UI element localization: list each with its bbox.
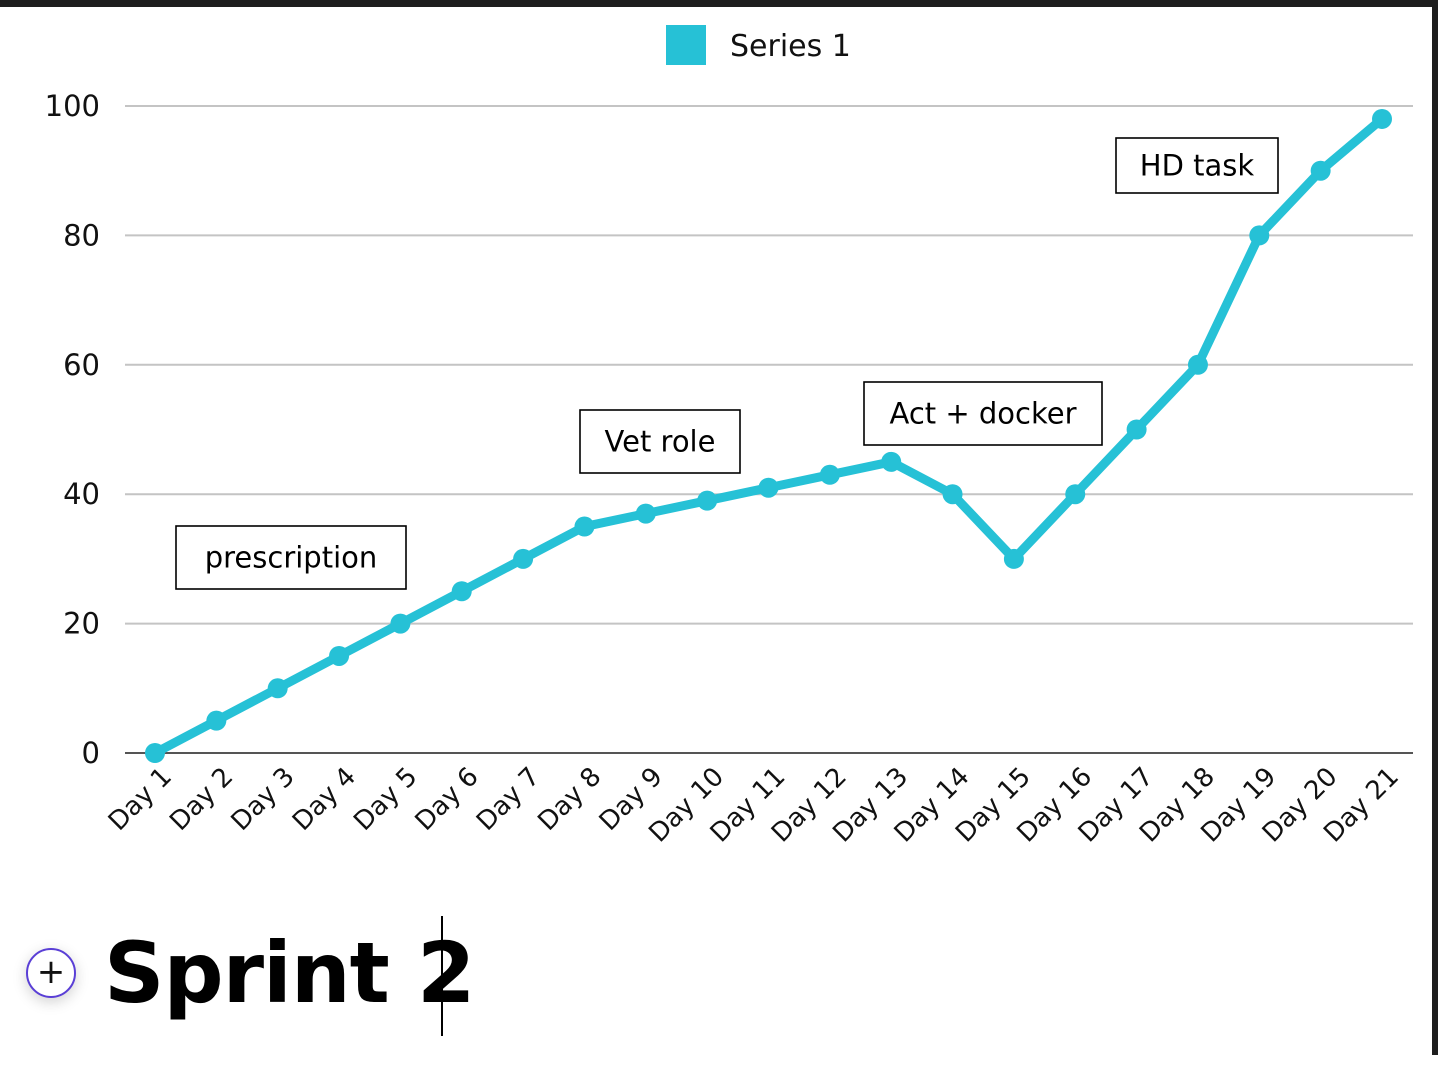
data-point (1126, 419, 1147, 440)
annotation-box (175, 525, 407, 590)
data-point (1372, 108, 1392, 129)
y-tick-label-40: 40 (63, 477, 100, 511)
data-point (758, 477, 779, 498)
annotation-box (579, 409, 741, 474)
x-tick-label: Day 5 (348, 762, 423, 837)
annotation-label: Vet role (605, 425, 716, 459)
data-point (145, 743, 165, 763)
window-top-border (0, 0, 1438, 7)
data-point (942, 484, 963, 505)
annotation-box (863, 381, 1103, 446)
x-tick-label: Day 6 (410, 762, 485, 837)
data-point (1310, 160, 1331, 181)
data-point (329, 645, 350, 666)
data-point (881, 451, 902, 472)
x-tick-label: Day 1 (103, 762, 178, 837)
x-tick-label: Day 8 (532, 762, 607, 837)
plus-icon: + (36, 951, 66, 992)
data-point (267, 678, 288, 699)
y-tick-label-20: 20 (63, 607, 100, 641)
data-point (206, 710, 227, 731)
data-point (697, 490, 718, 511)
data-point (574, 516, 595, 537)
annotation-label: prescription (205, 541, 378, 575)
sprint-heading[interactable]: Sprint 2 (104, 924, 475, 1022)
data-point (1065, 484, 1086, 505)
legend-swatch (666, 25, 706, 65)
text-cursor (441, 916, 443, 1036)
data-point (513, 548, 534, 569)
data-point (1187, 354, 1208, 375)
x-tick-label: Day 4 (287, 762, 362, 837)
data-point (1249, 225, 1270, 246)
legend-label: Series 1 (730, 29, 851, 64)
data-point (451, 581, 472, 602)
data-point (819, 464, 840, 485)
y-tick-label-100: 100 (45, 89, 100, 123)
annotation-label: HD task (1140, 149, 1255, 183)
x-tick-label: Day 2 (164, 762, 239, 837)
data-point (1003, 548, 1024, 569)
data-point (635, 503, 656, 524)
data-point (390, 613, 411, 634)
annotation-box (1115, 137, 1279, 194)
annotation-label: Act + docker (890, 397, 1077, 431)
y-tick-label-80: 80 (63, 218, 100, 252)
y-tick-label-60: 60 (63, 348, 100, 382)
x-tick-label: Day 7 (471, 762, 546, 837)
window-right-border (1432, 0, 1438, 1055)
y-tick-label-0: 0 (82, 736, 100, 770)
add-block-button[interactable]: + (26, 948, 76, 998)
x-tick-label: Day 3 (226, 762, 301, 837)
